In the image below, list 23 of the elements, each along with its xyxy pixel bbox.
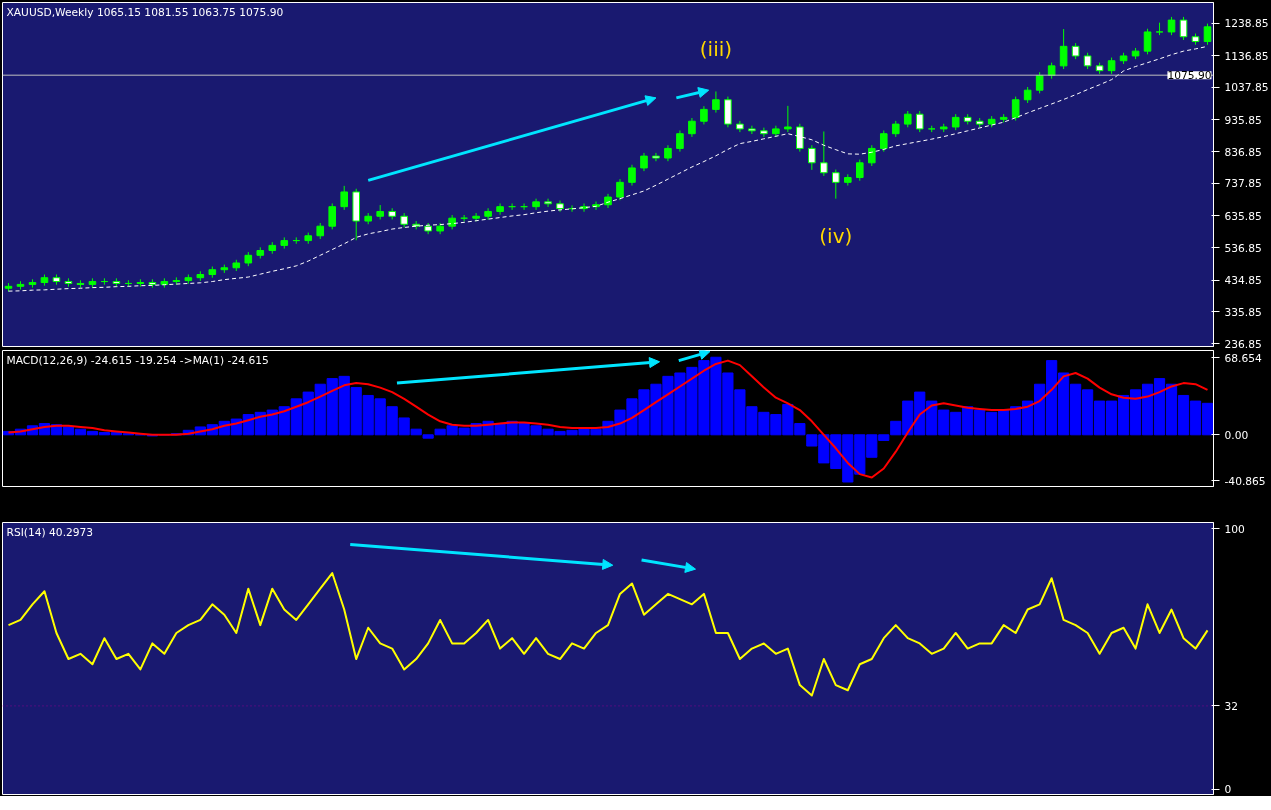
ref-line-label: 1075.90 [1167, 69, 1212, 83]
chart-title: MACD(12,26,9) -24.615 -19.254 ->MA(1) -24.615 [6, 353, 269, 367]
y-tick-label: -40.865 [1224, 474, 1266, 488]
y-tick-label: 335.85 [1224, 305, 1262, 319]
chart-title: RSI(14) 40.2973 [6, 525, 94, 539]
y-tick-label: 536.85 [1224, 241, 1262, 255]
y-tick-label: 32 [1224, 699, 1239, 713]
annotation: (iii) [699, 37, 733, 62]
y-tick-label: 635.85 [1224, 209, 1262, 223]
y-tick-label: 1136.85 [1224, 49, 1269, 63]
y-tick-label: 0 [1224, 783, 1232, 797]
y-tick-label: 935.85 [1224, 113, 1262, 127]
y-tick-label: 434.85 [1224, 274, 1262, 288]
y-tick-label: 68.654 [1224, 351, 1263, 365]
y-tick-label: 0.00 [1224, 428, 1249, 442]
y-tick-label: 1037.85 [1224, 81, 1269, 95]
y-tick-label: 836.85 [1224, 145, 1262, 159]
y-tick-label: 100 [1224, 522, 1246, 536]
y-tick-label: 1238.85 [1224, 17, 1269, 31]
annotation: (iv) [819, 223, 853, 248]
chart-title: XAUUSD,Weekly 1065.15 1081.55 1063.75 1075.90 [6, 5, 284, 19]
y-tick-label: 236.85 [1224, 337, 1262, 351]
y-tick-label: 737.85 [1224, 177, 1262, 191]
